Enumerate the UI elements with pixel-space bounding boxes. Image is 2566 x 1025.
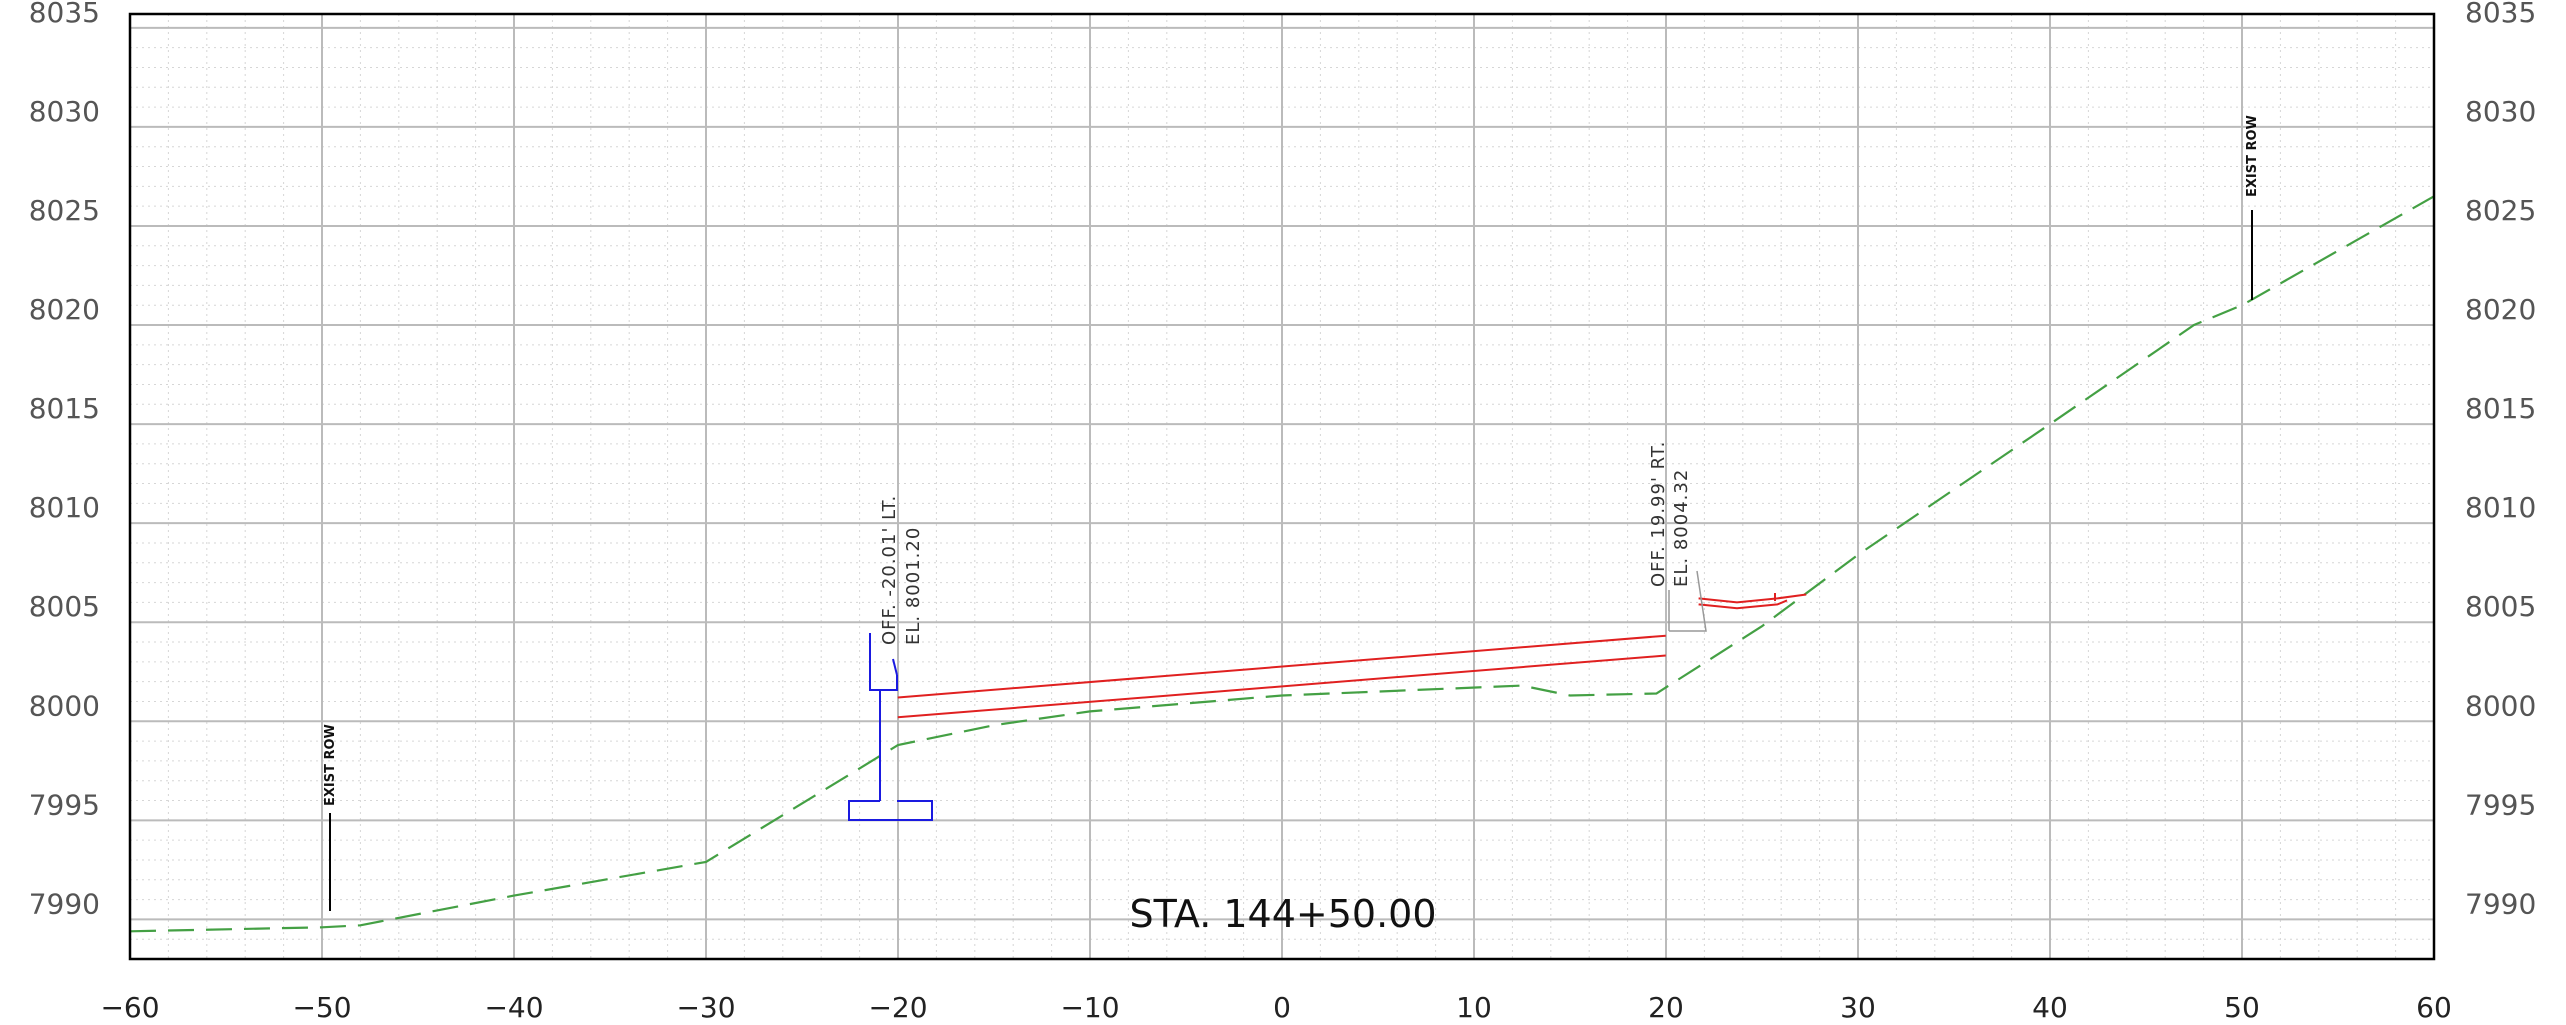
y-tick-label-left: 8020 — [29, 293, 100, 326]
x-tick-label: −50 — [292, 991, 351, 1024]
y-tick-label-right: 8035 — [2465, 0, 2536, 29]
y-tick-labels-right: 7990 7995 8000 8005 8010 8015 8020 8025 8030 8035 — [2465, 0, 2536, 920]
offset-left-line2: EL. 8001.20 — [903, 527, 924, 645]
x-tick-label: −30 — [676, 991, 735, 1024]
x-tick-label: 10 — [1456, 991, 1492, 1024]
x-tick-label: 30 — [1840, 991, 1876, 1024]
y-tick-label-right: 8000 — [2465, 689, 2536, 722]
y-tick-label-left: 7995 — [29, 788, 100, 821]
y-tick-label-left: 8035 — [29, 0, 100, 29]
offset-right-line1: OFF. 19.99' RT. — [1648, 441, 1669, 587]
y-tick-label-right: 8015 — [2465, 392, 2536, 425]
offset-left-line1: OFF. -20.01' LT. — [879, 495, 900, 645]
ditch-top-line — [1698, 593, 1807, 604]
y-tick-label-right: 8025 — [2465, 194, 2536, 227]
x-tick-label: −10 — [1060, 991, 1119, 1024]
y-tick-label-left: 7990 — [29, 887, 100, 920]
y-tick-label-left: 8030 — [29, 95, 100, 128]
x-tick-label: 50 — [2224, 991, 2260, 1024]
retaining-wall — [848, 633, 933, 821]
y-tick-label-right: 8005 — [2465, 590, 2536, 623]
x-tick-label: 40 — [2032, 991, 2068, 1024]
proposed-top-line — [897, 634, 1666, 699]
y-tick-label-right: 8010 — [2465, 491, 2536, 524]
right-offset-leader — [1669, 570, 1707, 632]
proposed-bottom-line — [897, 654, 1666, 719]
ditch-bottom-line — [1698, 599, 1788, 610]
x-tick-label: −40 — [484, 991, 543, 1024]
y-tick-labels-left: 7990 7995 8000 8005 8010 8015 8020 8025 8030 8035 — [29, 0, 100, 920]
station-label: STA. 144+50.00 — [1129, 892, 1436, 936]
x-tick-label: −20 — [868, 991, 927, 1024]
y-tick-label-right: 8030 — [2465, 95, 2536, 128]
row-label-left: EXIST ROW — [323, 724, 338, 806]
y-tick-label-left: 8010 — [29, 491, 100, 524]
x-tick-labels: −60 −50 −40 −30 −20 −10 0 10 20 30 40 50 60 — [100, 991, 2451, 1024]
y-tick-label-left: 8005 — [29, 590, 100, 623]
x-tick-label: −60 — [100, 991, 159, 1024]
y-tick-label-right: 7995 — [2465, 788, 2536, 821]
y-tick-label-right: 8020 — [2465, 293, 2536, 326]
y-tick-label-left: 8015 — [29, 392, 100, 425]
y-tick-label-left: 8000 — [29, 689, 100, 722]
row-label-right: EXIST ROW — [2245, 115, 2260, 197]
plot-frame — [128, 12, 2436, 961]
major-grid — [129, 14, 2435, 959]
offset-right-line2: EL. 8004.32 — [1671, 469, 1692, 587]
y-tick-label-right: 7990 — [2465, 887, 2536, 920]
y-tick-label-left: 8025 — [29, 194, 100, 227]
x-tick-label: 60 — [2416, 991, 2452, 1024]
x-tick-label: 0 — [1273, 991, 1291, 1024]
x-tick-label: 20 — [1648, 991, 1684, 1024]
existing-ground-line — [129, 195, 2435, 933]
